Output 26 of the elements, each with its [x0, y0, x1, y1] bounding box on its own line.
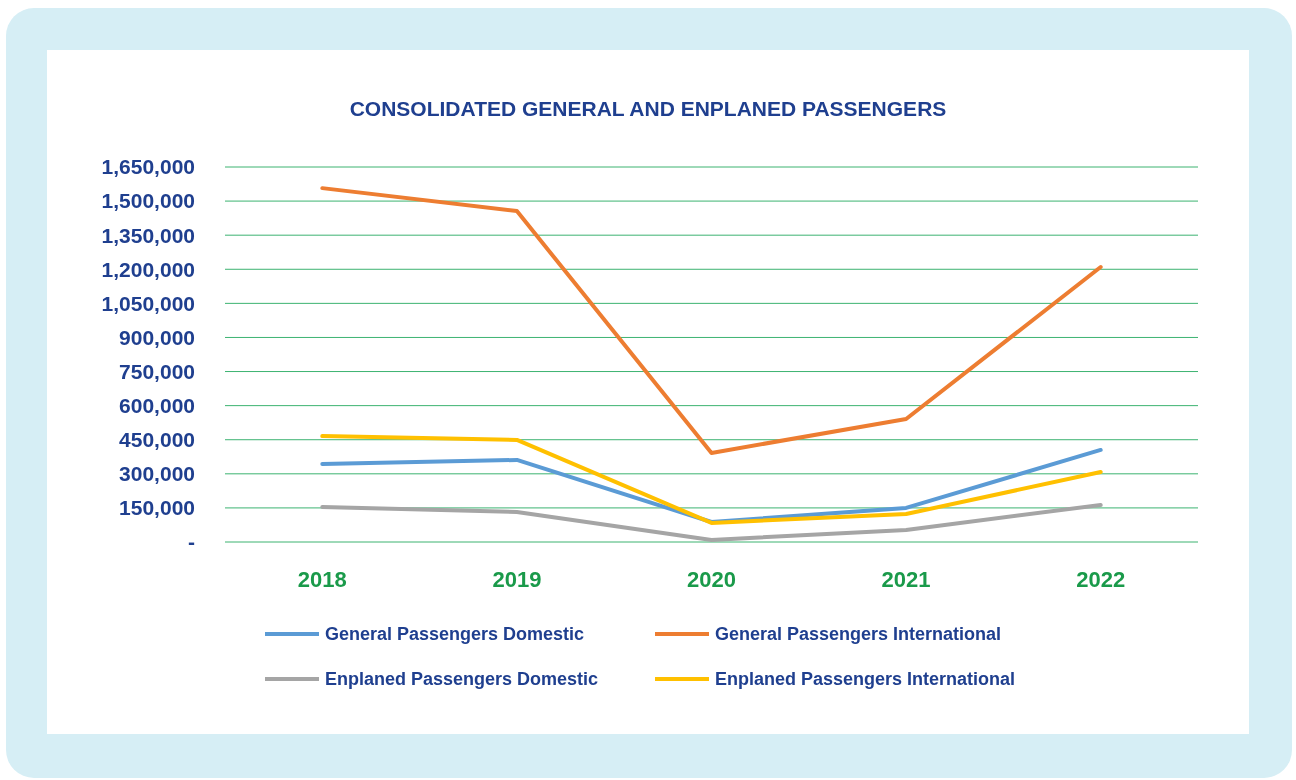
legend-label: Enplaned Passengers Domestic [325, 669, 599, 690]
y-tick-label: 1,650,000 [101, 155, 195, 179]
legend-label: Enplaned Passengers International [715, 669, 1016, 690]
x-tick-label: 2022 [1076, 567, 1126, 592]
y-tick-label: 750,000 [119, 359, 195, 383]
chart-title: CONSOLIDATED GENERAL AND ENPLANED PASSENGERS [349, 97, 947, 120]
y-tick-label: - [188, 530, 195, 554]
y-tick-label: 600,000 [119, 393, 195, 417]
legend-label: General Passengers International [715, 624, 1002, 645]
y-tick-label: 150,000 [119, 496, 195, 520]
y-tick-label: 1,200,000 [101, 257, 195, 281]
line-series [320, 447, 1103, 524]
y-tick-label: 1,050,000 [101, 291, 195, 315]
x-tick-label: 2018 [297, 567, 347, 592]
line-series [320, 186, 1103, 455]
legend-label: General Passengers Domestic [325, 624, 585, 645]
line-series [320, 502, 1103, 542]
y-tick-label: 300,000 [119, 462, 195, 486]
y-tick-label: 900,000 [119, 325, 195, 349]
y-tick-label: 1,350,000 [101, 223, 195, 247]
y-tick-label: 450,000 [119, 428, 195, 452]
x-tick-label: 2019 [492, 567, 542, 592]
x-tick-label: 2020 [687, 567, 736, 592]
line-series [320, 434, 1103, 525]
x-tick-label: 2021 [881, 567, 931, 592]
y-tick-label: 1,500,000 [101, 189, 195, 213]
